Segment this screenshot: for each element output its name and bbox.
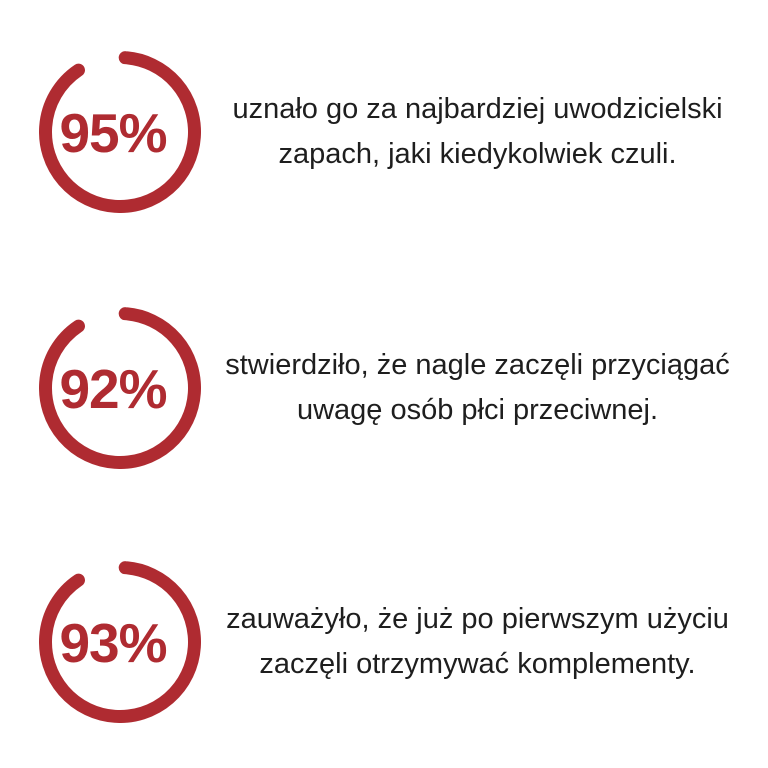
open-ring-icon [39,561,201,723]
open-ring-icon [39,307,201,469]
percent-ring: 93% [39,561,201,723]
open-ring-icon [39,51,201,213]
stat-row: 95% uznało go za najbardziej uwodziciels… [0,51,768,213]
stat-description-line: zauważyło, że już po pierwszym użyciu [226,603,729,635]
stat-row: 92% stwierdziło, że nagle zaczęli przyci… [0,307,768,469]
stat-description-line: uznało go za najbardziej uwodzicielski [232,93,723,125]
stat-description: uznało go za najbardziej uwodzicielski z… [201,87,768,177]
stat-description-line: uwagę osób płci przeciwnej. [296,394,659,426]
stat-description-line: zapach, jaki kiedykolwiek czuli. [278,138,677,170]
stat-description: zauważyło, że już po pierwszym użyciu za… [201,597,768,687]
percent-value: 95% [59,102,167,164]
stat-row: 93% zauważyło, że już po pierwszym użyci… [0,561,768,723]
percent-ring: 95% [39,51,201,213]
percent-value: 93% [59,612,167,674]
stat-description-line: stwierdziło, że nagle zaczęli przyciągać [225,349,730,381]
stat-description: stwierdziło, że nagle zaczęli przyciągać… [201,343,768,433]
stat-description-line: zaczęli otrzymywać komplementy. [259,648,696,680]
percent-ring: 92% [39,307,201,469]
percent-value: 92% [59,358,167,420]
